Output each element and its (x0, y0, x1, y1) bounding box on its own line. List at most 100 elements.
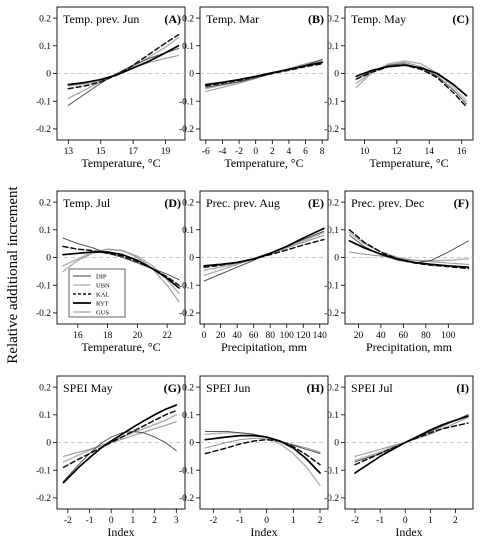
x-tick-label: 0 (403, 516, 408, 526)
y-tick-label: 0.1 (182, 411, 194, 421)
x-tick-label: 1 (131, 516, 136, 526)
x-tick-label: 140 (313, 331, 328, 341)
x-tick-label: 2 (270, 147, 275, 157)
panel-letter: (E) (308, 196, 324, 210)
y-tick-label: 0 (334, 70, 339, 80)
x-tick-label: 0 (264, 516, 269, 526)
x-tick-label: 13 (64, 147, 74, 157)
series-line-dip (63, 430, 177, 482)
panel-title: Temp. prev. Jun (63, 12, 139, 26)
x-tick-label: 15 (96, 147, 106, 157)
x-tick-label: -4 (218, 147, 226, 157)
panel-title: Prec. prev. Aug (206, 196, 280, 210)
panel-title: Prec. prev. Dec (351, 196, 424, 210)
y-tick-label: 0.1 (39, 226, 51, 236)
x-tick-label: 19 (161, 147, 171, 157)
panel-title: Temp. Jul (63, 196, 111, 210)
y-tick-label: -0.1 (324, 466, 339, 476)
y-tick-label: 0.2 (327, 198, 339, 208)
panel-letter: (A) (164, 12, 181, 26)
series-line-ryt (348, 240, 470, 269)
legend-box (68, 268, 126, 318)
y-tick-label: 0.2 (327, 383, 339, 393)
x-axis-label: Temperature, °C (81, 156, 160, 170)
x-tick-label: 0 (109, 516, 114, 526)
series-line-kal (203, 238, 325, 268)
y-tick-label: -0.1 (179, 97, 194, 107)
y-tick-label: -0.2 (179, 494, 194, 504)
y-axis-title: Relative additional increment (5, 185, 21, 363)
y-tick-label: -0.2 (324, 309, 339, 319)
y-tick-label: -0.1 (179, 281, 194, 291)
y-tick-label: 0 (334, 254, 339, 264)
series-line-gus (348, 231, 470, 262)
panel-h: 0.2 0.1 0 -0.1 -0.2 -2 -1 0 1 2 Index SPEI Jun (H) (179, 375, 329, 539)
x-axis-label: Temperature, °C (81, 340, 160, 354)
y-tick-label: 0.1 (39, 411, 51, 421)
y-tick-label: 0.1 (327, 42, 339, 52)
y-tick-label: -0.1 (36, 466, 51, 476)
y-tick-label: 0 (189, 70, 194, 80)
x-axis-label: Index (395, 525, 422, 539)
series-line-ryt (204, 434, 321, 474)
x-axis-label: Precipitation, mm (221, 340, 308, 354)
panel-b: 0.2 0.1 0 -0.1 -0.2 -6 -4 -2 0 2 4 6 8 Temperature, °… (179, 6, 329, 170)
x-tick-label: 20 (216, 331, 226, 341)
series-line-ubn (62, 421, 177, 457)
x-tick-label: -1 (376, 516, 384, 526)
panel-letter: (I) (456, 381, 469, 395)
x-axis-label: Temperature, °C (224, 156, 303, 170)
y-tick-label: 0.1 (182, 226, 194, 236)
panel-title: Temp. May (351, 12, 406, 26)
panel-c: 0.2 0.1 0 -0.1 -0.2 10 12 14 16 Temperature, °C Te… (324, 6, 474, 170)
x-tick-label: 22 (162, 331, 172, 341)
x-tick-label: 12 (392, 147, 402, 157)
x-tick-label: 60 (399, 331, 409, 341)
panel-letter: (D) (164, 196, 181, 210)
y-tick-label: 0.2 (39, 198, 51, 208)
x-tick-label: 2 (152, 516, 157, 526)
series-line-ryt (62, 404, 178, 484)
legend-label: UBN (96, 282, 110, 289)
y-tick-label: -0.2 (36, 125, 51, 135)
x-tick-label: 6 (303, 147, 308, 157)
x-tick-label: 0 (202, 331, 207, 341)
panel-letter: (C) (452, 12, 469, 26)
legend-label: RYT (96, 300, 109, 307)
x-axis-label: Precipitation, mm (366, 340, 453, 354)
y-tick-label: -0.2 (179, 309, 194, 319)
x-tick-label: 100 (441, 331, 456, 341)
x-tick-label: 3 (174, 516, 179, 526)
x-tick-label: 16 (457, 147, 467, 157)
y-tick-label: 0.1 (182, 42, 194, 52)
series-line-kal (67, 33, 180, 90)
panel-title: SPEI Jul (351, 381, 393, 395)
series-line-ubn (204, 437, 321, 453)
panel-title: SPEI Jun (206, 381, 250, 395)
x-tick-label: 0 (253, 147, 258, 157)
x-tick-label: -2 (64, 516, 72, 526)
y-tick-label: -0.2 (36, 494, 51, 504)
x-tick-label: 2 (453, 516, 458, 526)
x-tick-label: 4 (287, 147, 292, 157)
x-tick-label: -6 (202, 147, 210, 157)
x-axis-label: Index (250, 525, 277, 539)
y-tick-label: -0.2 (179, 125, 194, 135)
y-tick-label: 0 (189, 439, 194, 449)
x-tick-label: -2 (235, 147, 243, 157)
y-tick-label: 0.1 (327, 411, 339, 421)
y-tick-label: 0.2 (182, 383, 194, 393)
x-tick-label: 8 (320, 147, 325, 157)
legend-label: DIP (96, 273, 107, 280)
panel-letter: (B) (308, 12, 324, 26)
series-line-ubn (354, 417, 469, 457)
x-tick-label: 1 (291, 516, 296, 526)
y-tick-label: 0.2 (327, 14, 339, 24)
x-tick-label: -1 (86, 516, 94, 526)
x-tick-label: 40 (376, 331, 386, 341)
series-line-dip (67, 48, 179, 106)
y-tick-label: 0 (334, 439, 339, 449)
legend: DIP UBN KAL RYT GUS (68, 268, 126, 318)
panel-title: SPEI May (63, 381, 113, 395)
x-tick-label: 16 (73, 331, 83, 341)
